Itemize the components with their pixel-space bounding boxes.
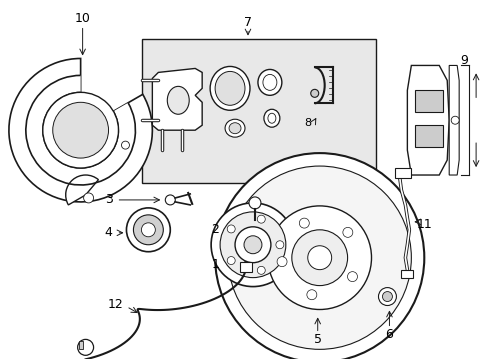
- Circle shape: [42, 92, 118, 168]
- Text: 4: 4: [104, 226, 112, 239]
- Ellipse shape: [215, 71, 244, 105]
- Circle shape: [244, 236, 262, 254]
- Circle shape: [235, 227, 270, 263]
- Circle shape: [165, 195, 175, 205]
- Ellipse shape: [267, 113, 275, 123]
- Text: 12: 12: [107, 298, 123, 311]
- Bar: [395, 168, 410, 178]
- Text: 7: 7: [244, 16, 251, 29]
- Polygon shape: [407, 66, 448, 175]
- Circle shape: [227, 166, 410, 349]
- Circle shape: [277, 257, 286, 267]
- Text: 10: 10: [75, 12, 90, 25]
- Circle shape: [220, 212, 285, 278]
- Bar: [414, 90, 442, 112]
- Circle shape: [347, 272, 357, 282]
- Text: 9: 9: [459, 54, 467, 67]
- Ellipse shape: [167, 86, 189, 114]
- Text: 1: 1: [211, 258, 219, 271]
- Circle shape: [53, 102, 108, 158]
- Circle shape: [299, 218, 309, 228]
- Circle shape: [310, 89, 318, 97]
- Circle shape: [275, 241, 283, 249]
- Circle shape: [291, 230, 347, 285]
- Circle shape: [257, 215, 264, 223]
- Circle shape: [306, 290, 316, 300]
- Ellipse shape: [264, 109, 279, 127]
- Circle shape: [307, 246, 331, 270]
- Circle shape: [342, 228, 352, 237]
- Circle shape: [83, 193, 93, 203]
- Polygon shape: [448, 66, 458, 175]
- Circle shape: [141, 223, 155, 237]
- Circle shape: [126, 208, 170, 252]
- Wedge shape: [9, 58, 152, 202]
- Text: 3: 3: [104, 193, 112, 206]
- Circle shape: [257, 266, 264, 274]
- Bar: [401, 270, 412, 278]
- Circle shape: [121, 141, 129, 149]
- Text: 11: 11: [416, 218, 431, 231]
- Bar: [240, 262, 251, 272]
- Text: 5: 5: [313, 333, 321, 346]
- Text: 6: 6: [385, 328, 392, 341]
- Circle shape: [227, 225, 235, 233]
- Circle shape: [378, 288, 396, 306]
- Ellipse shape: [258, 69, 281, 95]
- Circle shape: [215, 153, 424, 360]
- Bar: [79, 341, 82, 349]
- Circle shape: [211, 203, 294, 287]
- Ellipse shape: [263, 75, 276, 90]
- Circle shape: [227, 257, 235, 265]
- Text: 2: 2: [211, 223, 219, 236]
- Circle shape: [133, 215, 163, 245]
- Wedge shape: [65, 175, 98, 205]
- Text: 8: 8: [304, 118, 311, 128]
- Ellipse shape: [228, 123, 241, 134]
- Bar: [142, 39, 376, 183]
- Circle shape: [450, 116, 458, 124]
- Polygon shape: [152, 68, 202, 130]
- Wedge shape: [26, 75, 135, 185]
- Ellipse shape: [210, 67, 249, 110]
- Circle shape: [382, 292, 392, 302]
- Bar: [414, 125, 442, 147]
- Circle shape: [267, 206, 371, 310]
- Circle shape: [78, 339, 93, 355]
- Circle shape: [248, 197, 261, 209]
- Ellipse shape: [224, 119, 244, 137]
